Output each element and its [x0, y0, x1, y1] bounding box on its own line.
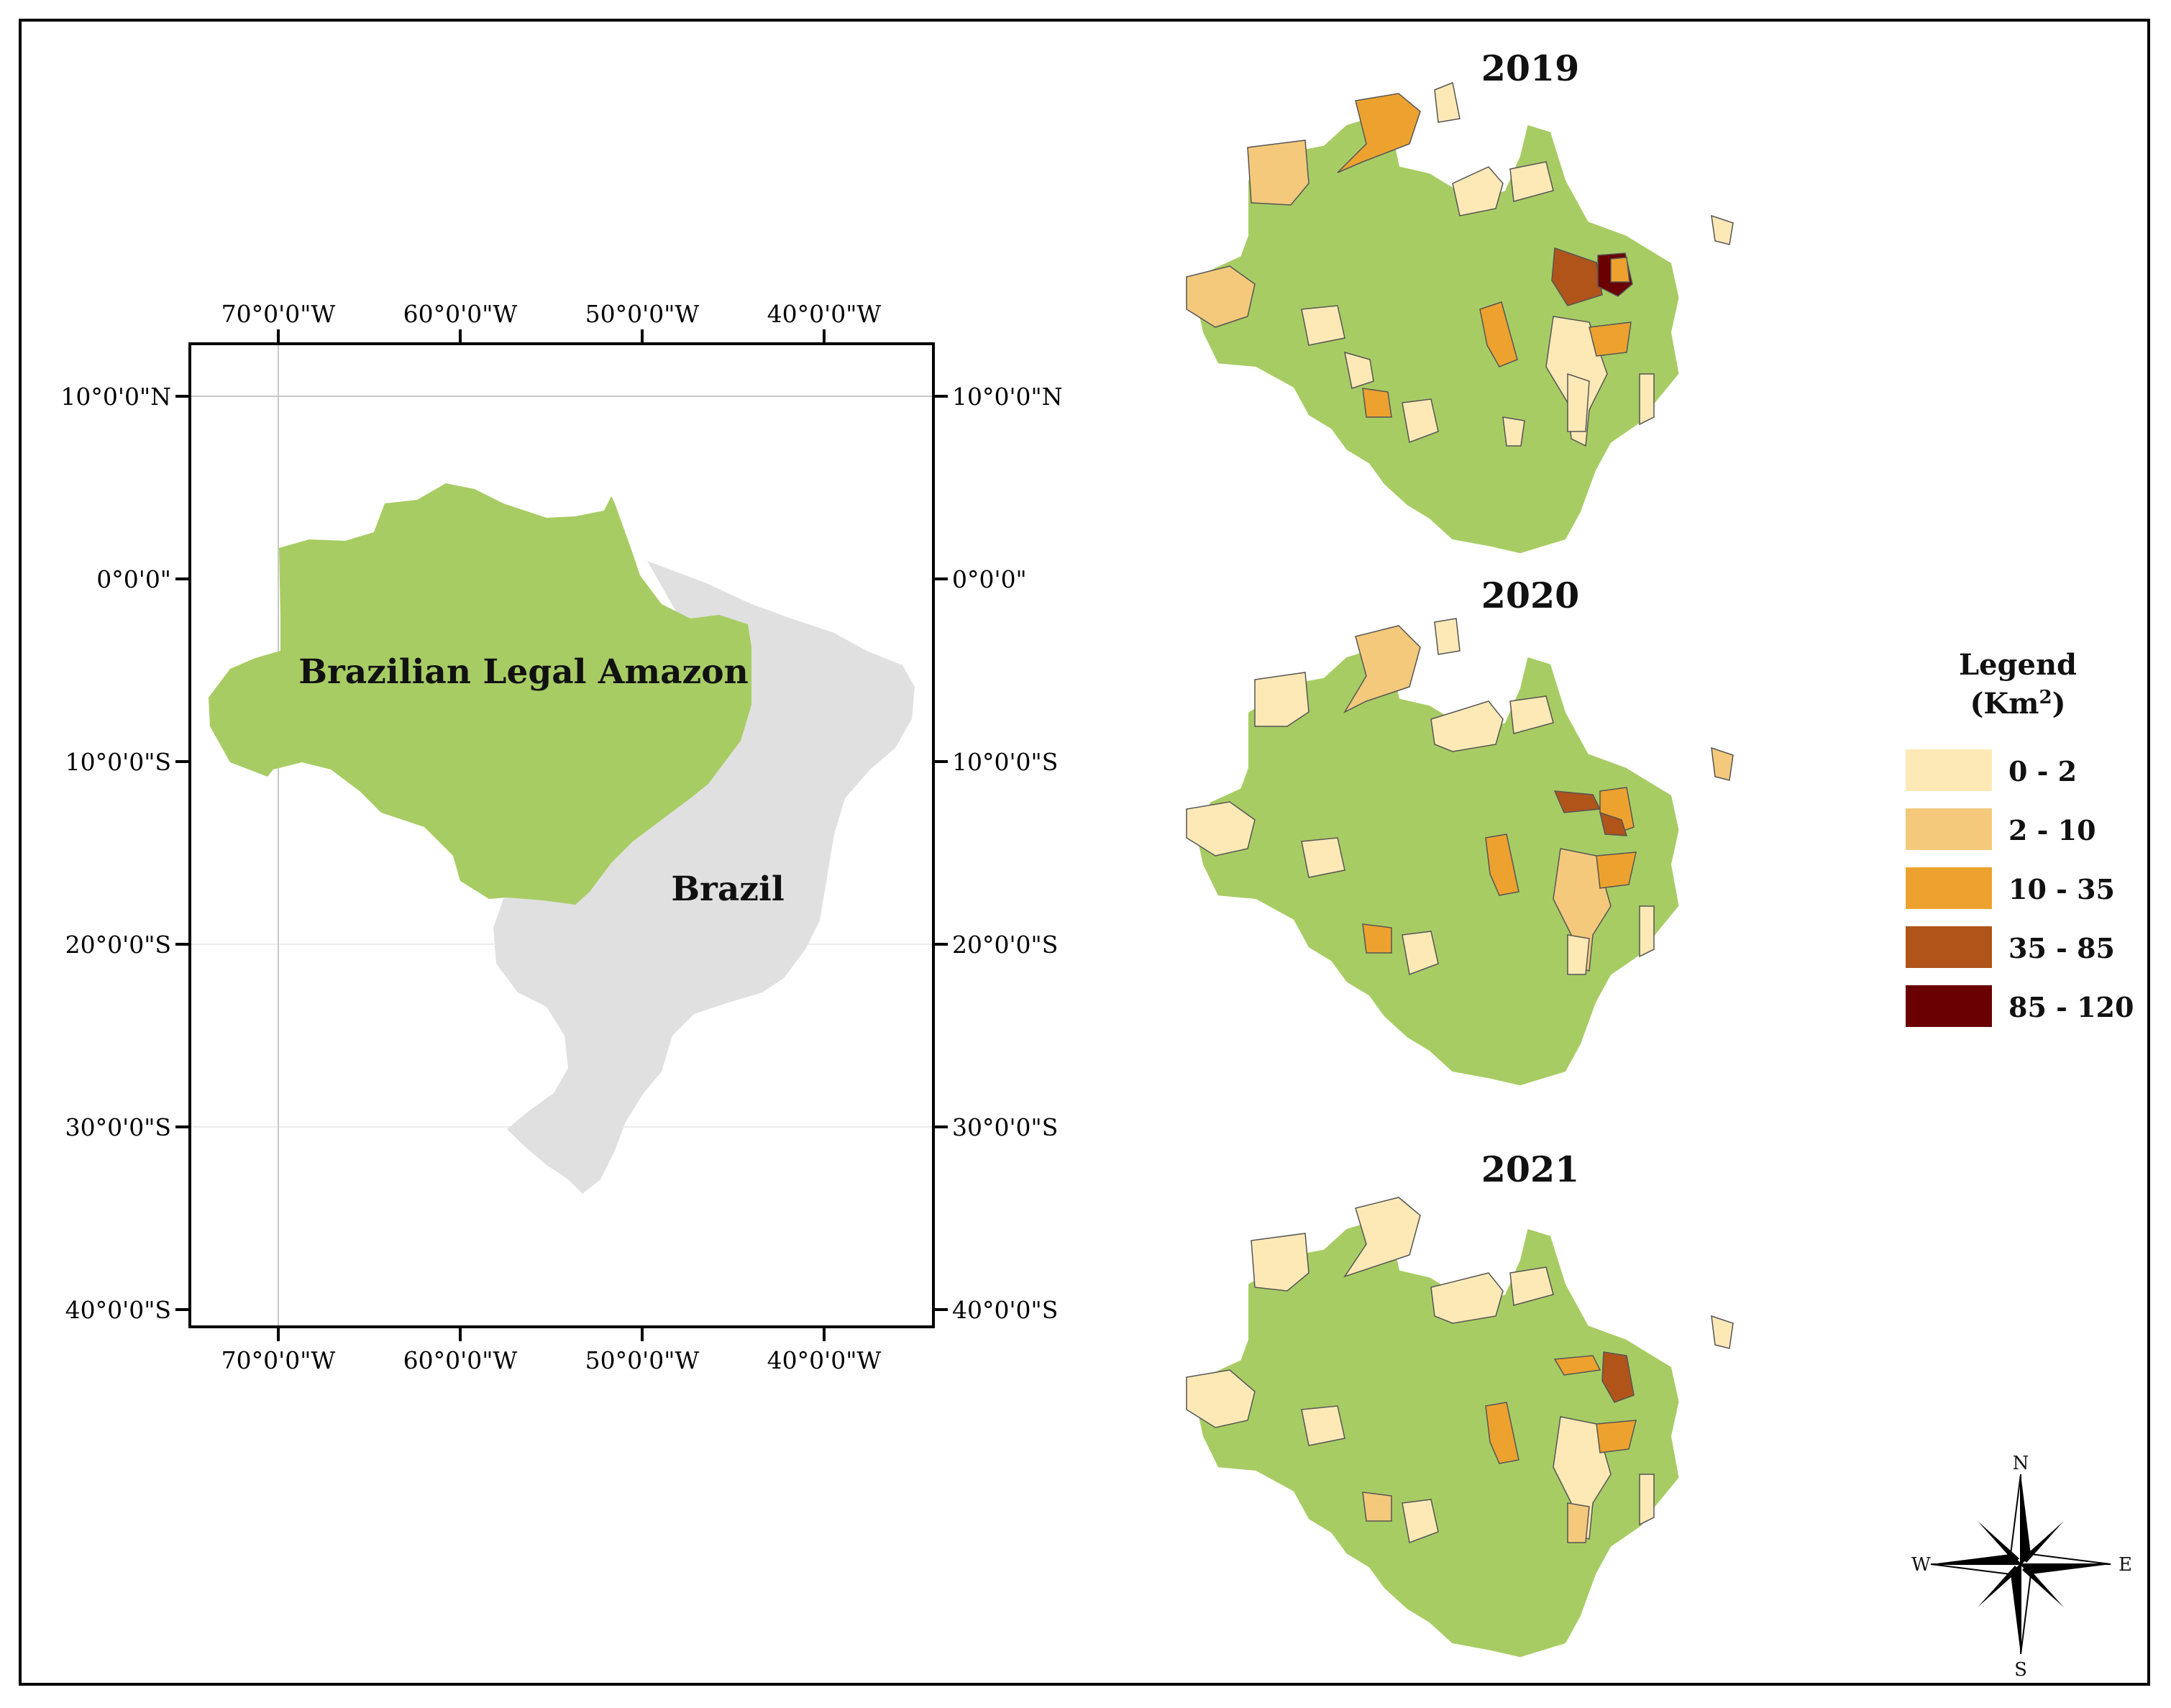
left-tick-label: 40°0'0"S: [65, 1296, 171, 1324]
legend-title: Legend: [1959, 648, 2077, 682]
tick-marks: [175, 329, 948, 1341]
legend-label: 10 - 35: [2008, 873, 2115, 905]
bottom-tick-label: 50°0'0"W: [585, 1346, 700, 1374]
top-tick-label: 70°0'0"W: [221, 300, 336, 328]
right-tick-label: 10°0'0"N: [952, 383, 1063, 411]
legend-swatch: [1906, 985, 1992, 1027]
left-tick-label: 20°0'0"S: [65, 931, 171, 959]
brazil-region-label: Brazil: [671, 869, 784, 909]
legend-swatch: [1906, 926, 1992, 968]
bottom-tick-label: 40°0'0"W: [767, 1346, 882, 1374]
figure-frame: [19, 19, 2150, 1686]
legend-unit: (Km2): [1970, 687, 2065, 721]
legend-swatch: [1906, 749, 1992, 791]
panel-2021: 2021: [1186, 1148, 1734, 1658]
bottom-tick-label: 60°0'0"W: [403, 1346, 518, 1374]
right-tick-label: 20°0'0"S: [952, 931, 1058, 959]
north-arrow-compass: N S E W: [1911, 1453, 2132, 1681]
right-tick-label: 0°0'0": [952, 565, 1027, 593]
legend-label: 0 - 2: [2008, 755, 2077, 787]
left-tick-label: 0°0'0": [96, 565, 171, 593]
legend-label: 2 - 10: [2008, 814, 2096, 846]
panel-2019: 2019: [1186, 47, 1734, 554]
right-tick-label: 10°0'0"S: [952, 748, 1058, 776]
amazon-region-label: Brazilian Legal Amazon: [298, 652, 749, 692]
right-tick-label: 30°0'0"S: [952, 1113, 1058, 1141]
bottom-tick-label: 70°0'0"W: [221, 1346, 336, 1374]
compass-south-label: S: [2014, 1659, 2027, 1681]
municipality-patches: [1186, 618, 1734, 976]
left-tick-label: 10°0'0"N: [60, 383, 171, 411]
legend-label: 85 - 120: [2008, 991, 2134, 1023]
left-tick-label: 30°0'0"S: [65, 1113, 171, 1141]
amazon-shape: [209, 483, 751, 905]
legend-swatch: [1906, 808, 1992, 850]
brazil-shape: [493, 561, 915, 1194]
panel-year-label: 2019: [1481, 47, 1579, 89]
panel-year-label: 2021: [1481, 1148, 1579, 1190]
top-tick-label: 40°0'0"W: [767, 300, 882, 328]
legend-label: 35 - 85: [2008, 932, 2115, 964]
panel-year-label: 2020: [1481, 575, 1579, 616]
compass-north-label: N: [2013, 1453, 2029, 1474]
inset-map: 70°0'0"W 60°0'0"W 50°0'0"W 40°0'0"W 70°0…: [60, 300, 1062, 1374]
top-tick-label: 50°0'0"W: [585, 300, 700, 328]
top-tick-label: 60°0'0"W: [403, 300, 518, 328]
left-tick-label: 10°0'0"S: [65, 748, 171, 776]
right-tick-label: 40°0'0"S: [952, 1296, 1058, 1324]
legend-swatch: [1906, 867, 1992, 909]
compass-west-label: W: [1911, 1554, 1931, 1576]
legend: Legend (Km2) 0 - 2 2 - 10 10 - 35 35 - 8…: [1906, 648, 2134, 1027]
municipality-patches: [1186, 81, 1734, 447]
inset-axes-frame: [188, 342, 935, 1328]
panel-2020: 2020: [1186, 575, 1734, 1086]
municipality-patches: [1186, 1197, 1734, 1544]
compass-east-label: E: [2119, 1554, 2132, 1576]
